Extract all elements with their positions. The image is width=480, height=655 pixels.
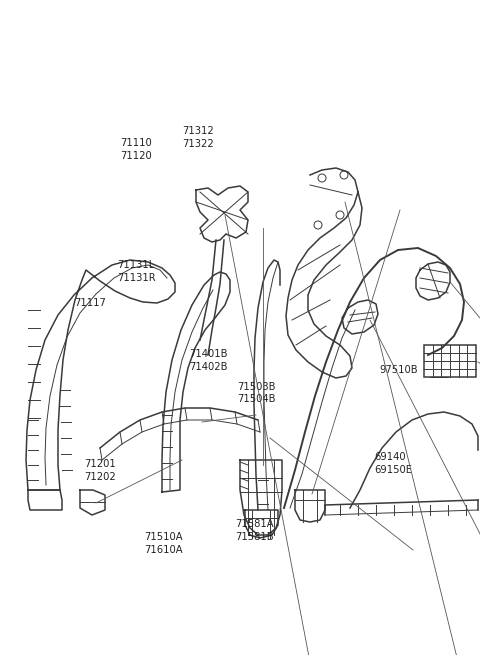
Text: 97510B: 97510B bbox=[379, 365, 418, 375]
Text: 71503B
71504B: 71503B 71504B bbox=[238, 382, 276, 404]
Text: 71581A
71581B: 71581A 71581B bbox=[235, 519, 274, 542]
Text: 71312
71322: 71312 71322 bbox=[182, 126, 214, 149]
Bar bbox=[430, 355, 448, 377]
Text: 71201
71202: 71201 71202 bbox=[84, 459, 116, 481]
Text: 71117: 71117 bbox=[74, 297, 106, 308]
Text: 71131L
71131R: 71131L 71131R bbox=[118, 261, 156, 283]
Text: 69140
69150E: 69140 69150E bbox=[374, 453, 412, 475]
Text: 71110
71120: 71110 71120 bbox=[120, 138, 152, 160]
Bar bbox=[424, 345, 476, 377]
Text: 71401B
71402B: 71401B 71402B bbox=[190, 349, 228, 371]
Text: 71510A
71610A: 71510A 71610A bbox=[144, 533, 182, 555]
